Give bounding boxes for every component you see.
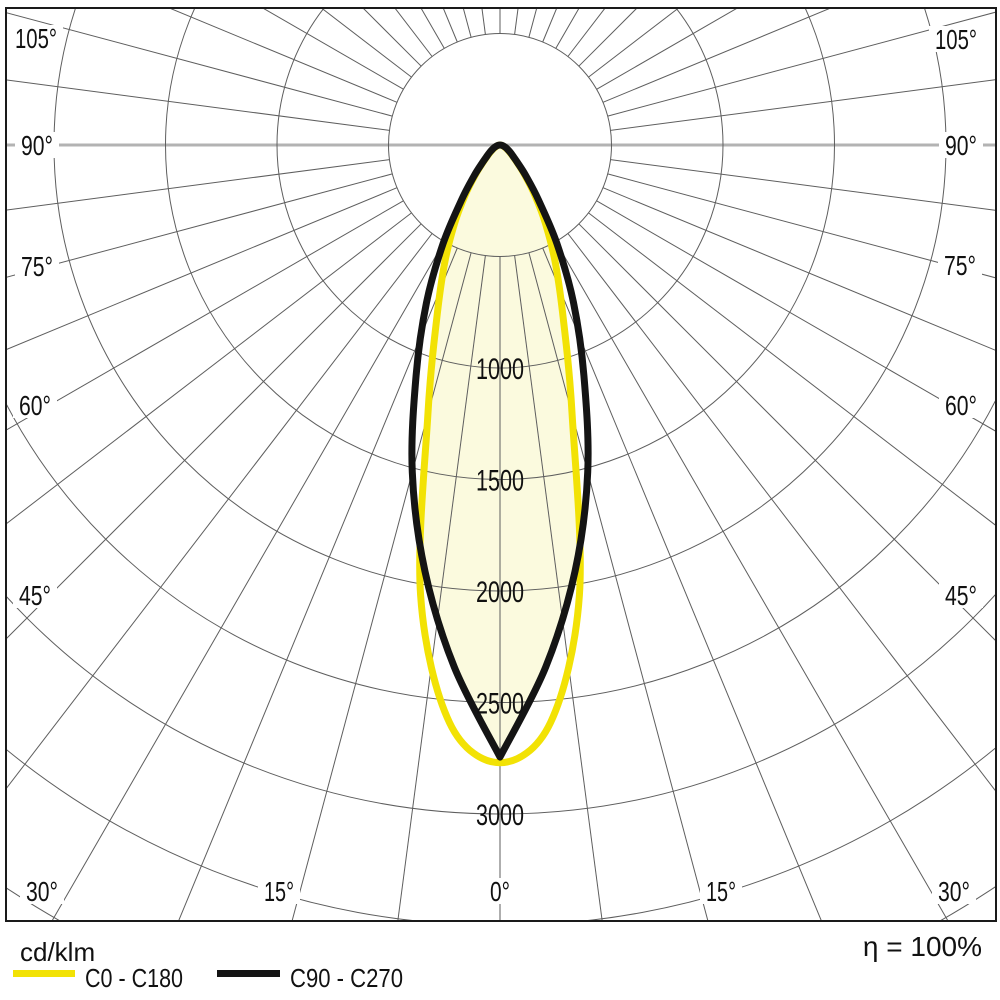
angle-label: 0° (490, 876, 510, 907)
spoke-gridline (542, 8, 558, 43)
angle-label: 45° (945, 580, 977, 611)
angle-label: 90° (21, 130, 53, 161)
spoke-gridline (6, 187, 398, 351)
spoke-gridline (578, 223, 996, 642)
angle-label: 30° (26, 876, 58, 907)
angle-label: 105° (935, 24, 977, 55)
spoke-gridline (602, 8, 832, 103)
ring-value-label: 1000 (476, 353, 524, 386)
plot-border (5, 7, 997, 922)
spoke-gridline (610, 159, 996, 211)
angle-label: 15° (264, 876, 294, 907)
spoke-gridline (51, 241, 445, 921)
spoke-gridline (588, 212, 996, 527)
ring-value-label: 3000 (476, 799, 524, 832)
angle-label-mask (258, 878, 300, 904)
angle-label: 75° (944, 250, 976, 281)
angle-label-mask (15, 132, 59, 158)
spoke-gridline (555, 241, 949, 921)
spoke-gridline (602, 187, 996, 352)
ring-value-label: 1500 (476, 465, 524, 498)
spoke-gridline (462, 8, 472, 38)
angle-label-mask (15, 253, 59, 279)
angle-label-mask (932, 878, 976, 904)
spoke-gridline (6, 173, 393, 278)
spoke-gridline (514, 255, 603, 921)
spoke-gridline (596, 200, 996, 432)
angle-label-mask (929, 26, 983, 52)
legend-swatch-c0-c180 (13, 970, 75, 977)
spoke-gridline (6, 12, 393, 117)
efficiency-label: η = 100% (863, 931, 982, 962)
legend-label-c90-c270: C90 - C270 (290, 963, 403, 993)
angle-label: 15° (706, 876, 736, 907)
spoke-gridline (168, 8, 398, 103)
spoke-gridline (610, 79, 996, 131)
angle-label-mask (13, 392, 57, 418)
spoke-gridline (397, 255, 486, 921)
spoke-gridline (528, 8, 538, 38)
angle-label: 90° (945, 130, 977, 161)
angle-label: 60° (945, 390, 977, 421)
spoke-gridline (607, 173, 996, 279)
angle-label-mask (939, 392, 983, 418)
ring-value-label: 2500 (476, 688, 524, 721)
angle-label: 105° (15, 23, 57, 54)
spoke-gridline (567, 233, 996, 793)
angle-label: 60° (19, 390, 51, 421)
spoke-gridline (6, 159, 390, 211)
spoke-gridline (6, 223, 422, 640)
angle-label-mask (939, 582, 983, 608)
angle-label-mask (13, 582, 57, 608)
footer: cd/klm η = 100% C0 - C180 C90 - C270 (13, 931, 982, 993)
angle-label-mask (484, 878, 516, 904)
angle-label: 45° (19, 580, 51, 611)
angle-label-mask (939, 132, 983, 158)
legend-label-c0-c180: C0 - C180 (85, 963, 183, 993)
spoke-gridline (442, 8, 458, 43)
spoke-gridline (6, 79, 390, 131)
angle-label: 75° (21, 251, 53, 282)
angle-label-mask (700, 878, 742, 904)
spoke-gridline (6, 200, 404, 431)
spoke-gridline (6, 212, 412, 525)
unit-label: cd/klm (20, 937, 95, 967)
legend-swatch-c90-c270 (217, 970, 280, 977)
ring-value-label: 2000 (476, 576, 524, 609)
curve-c90-c270 (408, 141, 592, 761)
angle-label-mask (938, 252, 982, 278)
spoke-gridline (542, 247, 823, 921)
angle-label: 30° (938, 876, 970, 907)
spoke-gridline (607, 11, 996, 117)
angle-label-mask (20, 878, 64, 904)
angle-label-mask (9, 25, 63, 51)
spoke-gridline (177, 247, 458, 921)
spoke-gridline (6, 233, 433, 790)
